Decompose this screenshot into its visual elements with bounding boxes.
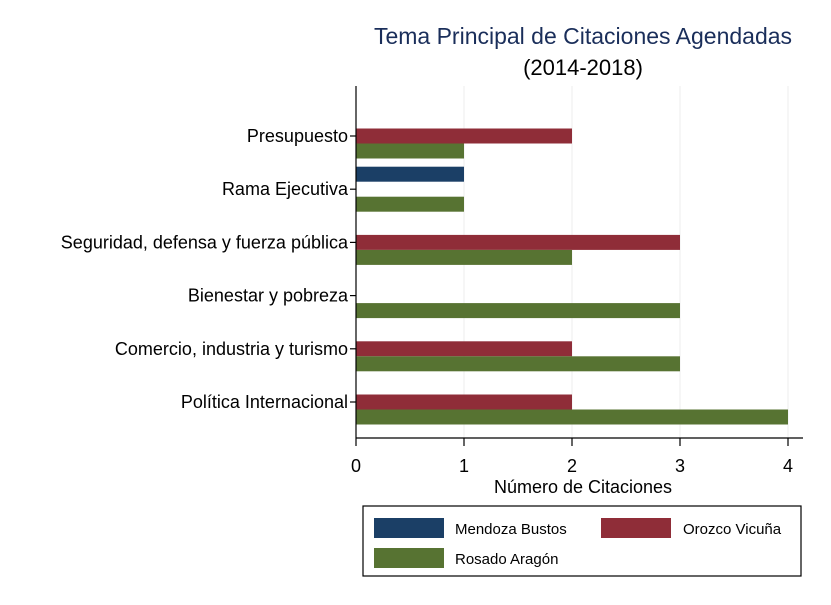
x-tick-label: 4 — [783, 456, 793, 476]
legend-swatch — [374, 518, 444, 538]
category-label: Política Internacional — [181, 392, 348, 412]
chart-subtitle: (2014-2018) — [523, 55, 643, 80]
category-labels: Presupuesto Rama Ejecutiva Seguridad, defe… — [61, 126, 356, 412]
bar — [356, 143, 464, 159]
x-tick-label: 1 — [459, 456, 469, 476]
x-axis-ticks: 0 1 2 3 4 — [351, 438, 793, 476]
bar — [356, 341, 572, 357]
category-label: Comercio, industria y turismo — [115, 339, 348, 359]
bar — [356, 249, 572, 265]
bar — [356, 356, 680, 372]
chart-title: Tema Principal de Citaciones Agendadas — [374, 23, 792, 49]
x-tick-label: 3 — [675, 456, 685, 476]
bar — [356, 166, 464, 182]
category-label: Rama Ejecutiva — [222, 179, 349, 199]
bar — [356, 409, 788, 425]
category-label: Bienestar y pobreza — [188, 286, 349, 306]
bar — [356, 394, 572, 410]
x-tick-label: 2 — [567, 456, 577, 476]
legend-swatch — [601, 518, 671, 538]
bar — [356, 303, 680, 319]
category-label: Seguridad, defensa y fuerza pública — [61, 232, 349, 252]
bar — [356, 196, 464, 212]
category-label: Presupuesto — [247, 126, 348, 146]
legend-label: Rosado Aragón — [455, 551, 558, 568]
legend-label: Mendoza Bustos — [455, 521, 567, 538]
legend-swatch — [374, 548, 444, 568]
x-tick-label: 0 — [351, 456, 361, 476]
x-axis-title: Número de Citaciones — [494, 477, 672, 497]
bar — [356, 128, 572, 144]
bar — [356, 234, 680, 250]
legend-label: Orozco Vicuña — [683, 521, 782, 538]
bars — [356, 128, 788, 425]
legend: Mendoza Bustos Orozco Vicuña Rosado Aragón — [362, 505, 802, 577]
